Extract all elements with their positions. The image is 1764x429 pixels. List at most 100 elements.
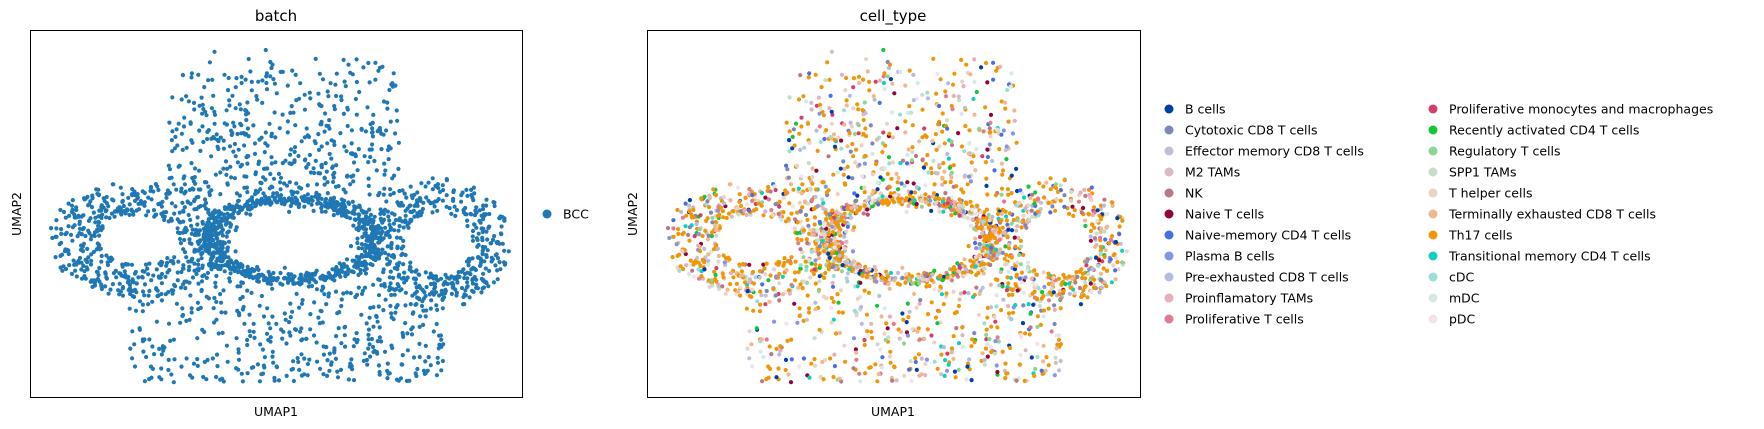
data-point — [461, 294, 466, 300]
data-point — [104, 201, 109, 206]
data-point — [69, 203, 75, 208]
data-point — [54, 234, 59, 239]
data-point — [795, 220, 800, 225]
data-point — [251, 321, 256, 326]
data-point — [224, 108, 229, 113]
data-point — [231, 120, 236, 125]
data-point — [922, 126, 927, 131]
data-point — [289, 367, 294, 372]
data-point — [744, 306, 750, 311]
data-point — [1002, 100, 1008, 105]
data-point — [63, 215, 68, 220]
data-point — [1004, 144, 1009, 149]
data-point — [1056, 333, 1061, 338]
data-point — [368, 212, 374, 217]
data-point — [995, 335, 1000, 340]
data-point — [285, 130, 290, 135]
data-point — [169, 138, 174, 143]
data-point — [474, 282, 479, 287]
data-point — [388, 227, 393, 232]
data-point — [814, 168, 819, 173]
data-point — [831, 215, 836, 220]
data-point — [1088, 281, 1093, 286]
data-point — [147, 337, 152, 342]
data-point — [1001, 297, 1006, 302]
data-point — [768, 189, 773, 194]
data-point — [946, 196, 951, 201]
data-point — [911, 181, 916, 186]
data-point — [763, 272, 768, 277]
data-point — [1099, 285, 1104, 290]
data-point — [713, 223, 718, 228]
data-point — [804, 237, 809, 242]
data-point — [1002, 256, 1007, 261]
data-point — [366, 337, 371, 342]
data-point — [339, 197, 344, 202]
data-point — [681, 230, 686, 235]
data-point — [781, 263, 786, 268]
data-point — [322, 175, 327, 180]
data-point — [385, 376, 390, 381]
data-point — [954, 326, 959, 331]
data-point — [463, 288, 468, 293]
data-point — [352, 207, 357, 212]
data-point — [1009, 191, 1014, 196]
data-point — [163, 274, 168, 279]
data-point — [191, 361, 197, 366]
data-point — [397, 224, 402, 229]
data-point — [127, 212, 132, 217]
data-point — [814, 103, 820, 108]
data-point — [807, 257, 812, 263]
data-point — [698, 263, 703, 268]
data-point — [305, 183, 310, 188]
data-point — [332, 170, 337, 175]
data-point — [815, 228, 820, 233]
data-point — [418, 196, 423, 201]
data-point — [841, 205, 847, 211]
data-point — [124, 262, 129, 267]
data-point — [375, 224, 380, 229]
data-point — [944, 291, 949, 296]
data-point — [245, 371, 250, 376]
data-point — [333, 82, 338, 87]
data-point — [268, 282, 274, 287]
data-point — [411, 355, 417, 360]
data-point — [180, 266, 186, 271]
data-point — [988, 262, 993, 268]
data-point — [239, 80, 244, 86]
data-point — [435, 208, 440, 213]
data-point — [259, 196, 264, 201]
data-point — [830, 224, 835, 229]
data-point — [384, 128, 389, 133]
data-point — [298, 81, 303, 86]
data-point — [977, 234, 983, 240]
data-point — [236, 198, 241, 203]
data-point — [995, 211, 1001, 216]
data-point — [737, 199, 742, 204]
data-point — [867, 365, 872, 370]
data-point — [903, 280, 908, 285]
data-point — [777, 204, 782, 209]
data-point — [358, 270, 363, 276]
data-point — [241, 304, 246, 310]
data-point — [312, 300, 317, 305]
data-point — [107, 215, 112, 221]
data-point — [481, 271, 486, 276]
data-point — [814, 128, 819, 133]
data-point — [459, 199, 464, 204]
data-point — [450, 285, 455, 290]
data-point — [255, 264, 260, 270]
data-point — [797, 313, 802, 318]
data-point — [234, 336, 239, 341]
data-point — [155, 184, 160, 189]
data-point — [687, 271, 692, 276]
data-point — [262, 150, 267, 155]
data-point — [180, 313, 185, 318]
data-point — [284, 373, 289, 378]
data-point — [175, 143, 180, 148]
data-point — [777, 352, 782, 357]
data-point — [269, 131, 274, 136]
data-point — [1011, 310, 1016, 315]
data-point — [322, 292, 327, 297]
data-point — [867, 79, 872, 84]
